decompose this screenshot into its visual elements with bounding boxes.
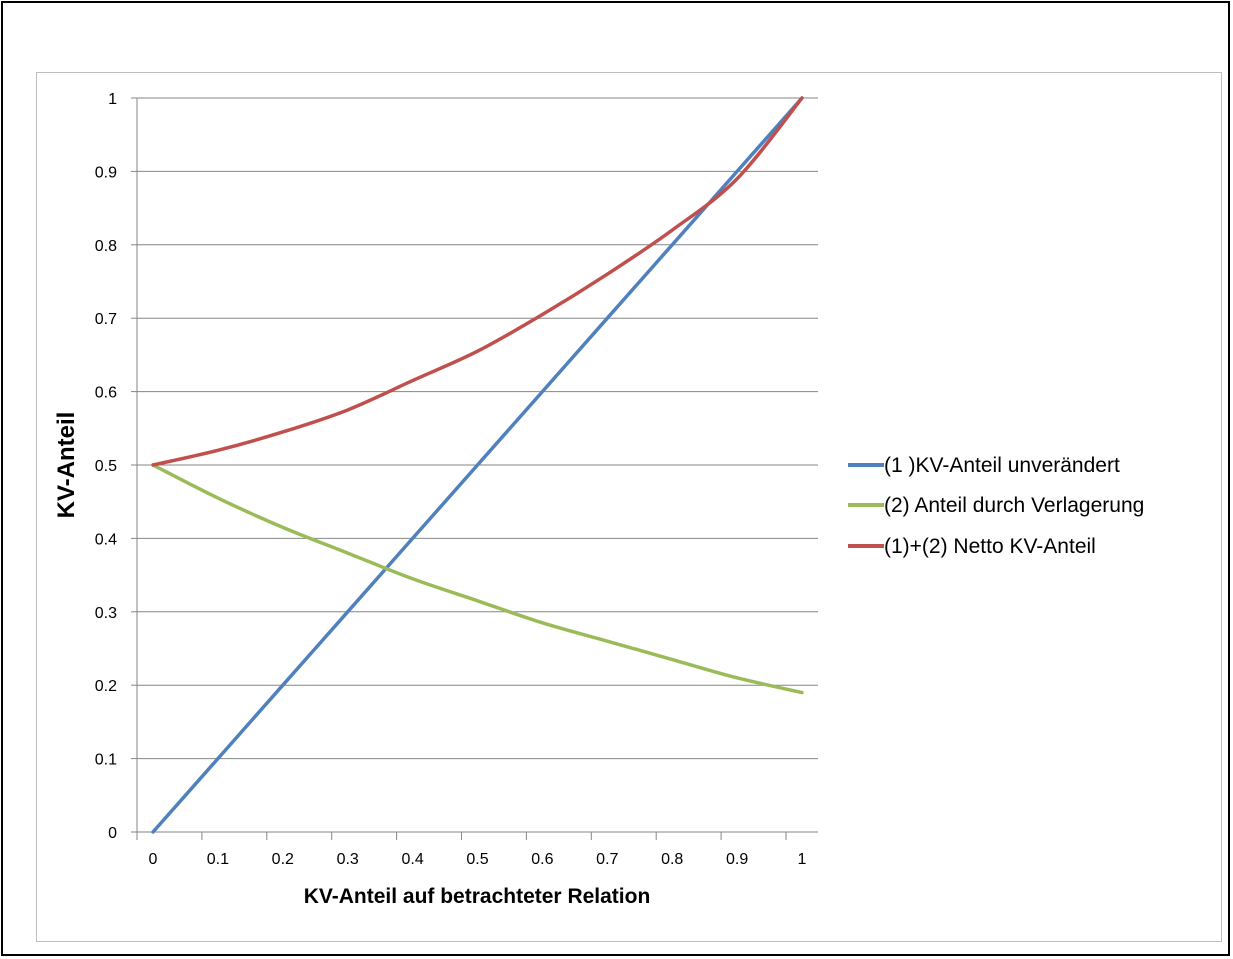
axes bbox=[131, 97, 818, 840]
y-tick-label: 0.8 bbox=[95, 238, 117, 255]
x-tick-label: 0.9 bbox=[726, 851, 748, 868]
series-line-1 bbox=[151, 96, 804, 834]
series-line-2 bbox=[151, 463, 804, 695]
series-line-3 bbox=[151, 96, 804, 467]
y-tick-label: 0.7 bbox=[95, 311, 117, 328]
grid-lines bbox=[137, 97, 818, 760]
x-tick-label: 0.7 bbox=[596, 851, 618, 868]
x-tick-label: 0.6 bbox=[531, 851, 553, 868]
y-tick-label: 0.6 bbox=[95, 385, 117, 402]
legend-label-2: (2) Anteil durch Verlagerung bbox=[884, 494, 1144, 517]
x-tick-label: 0.1 bbox=[207, 851, 229, 868]
legend-label-3: (1)+(2) Netto KV-Anteil bbox=[884, 535, 1096, 558]
y-tick-label: 0.3 bbox=[95, 605, 117, 622]
x-tick-label: 1 bbox=[798, 851, 807, 868]
x-tick-label: 0.8 bbox=[661, 851, 683, 868]
legend: (1 )KV-Anteil unverändert (2) Anteil durc… bbox=[848, 454, 1144, 558]
legend-label-1: (1 )KV-Anteil unverändert bbox=[884, 454, 1120, 477]
x-tick-label: 0 bbox=[149, 851, 158, 868]
y-tick-label: 0 bbox=[108, 825, 117, 842]
x-tick-label: 0.2 bbox=[272, 851, 294, 868]
x-tick-label: 0.4 bbox=[401, 851, 423, 868]
y-tick-label: 0.4 bbox=[95, 531, 117, 548]
y-tick-label: 0.9 bbox=[95, 164, 117, 181]
y-axis-title: KV-Anteil bbox=[53, 412, 80, 519]
x-tick-label: 0.3 bbox=[337, 851, 359, 868]
y-tick-label: 1 bbox=[108, 91, 117, 108]
series-lines bbox=[151, 96, 804, 834]
chart-area bbox=[36, 72, 1222, 942]
y-tick-label: 0.5 bbox=[95, 458, 117, 475]
x-axis-title: KV-Anteil auf betrachteter Relation bbox=[304, 885, 651, 908]
y-tick-label: 0.1 bbox=[95, 752, 117, 769]
x-tick-label: 0.5 bbox=[466, 851, 488, 868]
tick-labels: 0 0.1 0.2 0.3 0.4 0.5 0.6 0.7 0.8 0.9 1 0 0.1 0.2 0.3 0… bbox=[95, 91, 807, 868]
y-tick-label: 0.2 bbox=[95, 678, 117, 695]
